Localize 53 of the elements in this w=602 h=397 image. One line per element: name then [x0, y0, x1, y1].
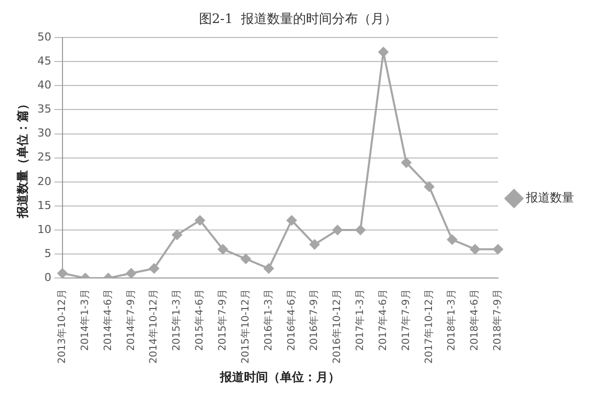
- x-tick-label: 2018年7-9月: [492, 289, 504, 351]
- y-tick-label: 50: [37, 30, 52, 44]
- x-tick-label: 2017年10-12月: [422, 289, 435, 364]
- chart-title: 图2-1 报道数量的时间分布（月）: [198, 12, 398, 28]
- point: [126, 268, 136, 278]
- x-tick-label: 2015年1-3月: [170, 289, 183, 351]
- x-tick-label: 2014年1-3月: [78, 289, 91, 351]
- y-tick-label: 30: [37, 126, 52, 140]
- x-tick-label: 2018年4-6月: [468, 289, 481, 351]
- point: [57, 268, 68, 278]
- y-tick-label: 35: [37, 102, 52, 116]
- y-tick-label: 45: [37, 54, 52, 68]
- y-tick-label: 10: [37, 222, 52, 236]
- point: [470, 244, 480, 254]
- point: [172, 230, 182, 240]
- y-axis-title: 报道数量（单位：篇）: [15, 98, 30, 219]
- x-tick-label: 2014年7-9月: [124, 289, 137, 351]
- point: [310, 239, 320, 250]
- y-tick-label: 40: [37, 78, 52, 92]
- x-tick-label: 2016年10-12月: [331, 289, 344, 364]
- y-tick-label: 5: [44, 246, 52, 260]
- x-tick-label: 2016年4-6月: [285, 289, 298, 351]
- x-tick-label: 2017年4-6月: [376, 289, 389, 351]
- y-tick-label: 20: [37, 174, 52, 188]
- point: [240, 254, 251, 264]
- x-tick-label: 2015年4-6月: [194, 289, 206, 351]
- x-tick-label: 2014年10-12月: [148, 289, 160, 364]
- point: [378, 47, 388, 58]
- y-tick-label: 0: [44, 270, 52, 284]
- y-tick-label: 15: [37, 198, 52, 212]
- point: [401, 158, 412, 168]
- point: [355, 224, 366, 235]
- y-tick-label: 25: [37, 150, 52, 164]
- point: [149, 263, 160, 274]
- x-axis-title: 报道时间（单位：月）: [219, 370, 340, 384]
- point: [194, 215, 205, 226]
- x-tick-label: 2016年1-3月: [262, 289, 274, 351]
- point: [264, 263, 274, 274]
- x-tick-label: 2016年7-9月: [308, 289, 320, 351]
- point: [332, 224, 343, 235]
- point: [218, 244, 228, 254]
- point: [286, 215, 297, 226]
- x-tick-label: 2014年4-6月: [102, 289, 114, 351]
- x-tick-label: 2015年10-12月: [239, 289, 252, 364]
- x-tick-label: 2018年1-3月: [446, 289, 458, 351]
- x-tick-label: 2017年7-9月: [400, 289, 412, 351]
- point: [493, 244, 503, 254]
- legend-label: 报道数量: [525, 190, 574, 205]
- x-tick-label: 2015年7-9月: [216, 289, 228, 351]
- point: [424, 182, 434, 192]
- point: [447, 234, 458, 245]
- x-tick-label: 2017年1-3月: [354, 289, 366, 351]
- x-tick-label: 2013年10-12月: [56, 289, 68, 364]
